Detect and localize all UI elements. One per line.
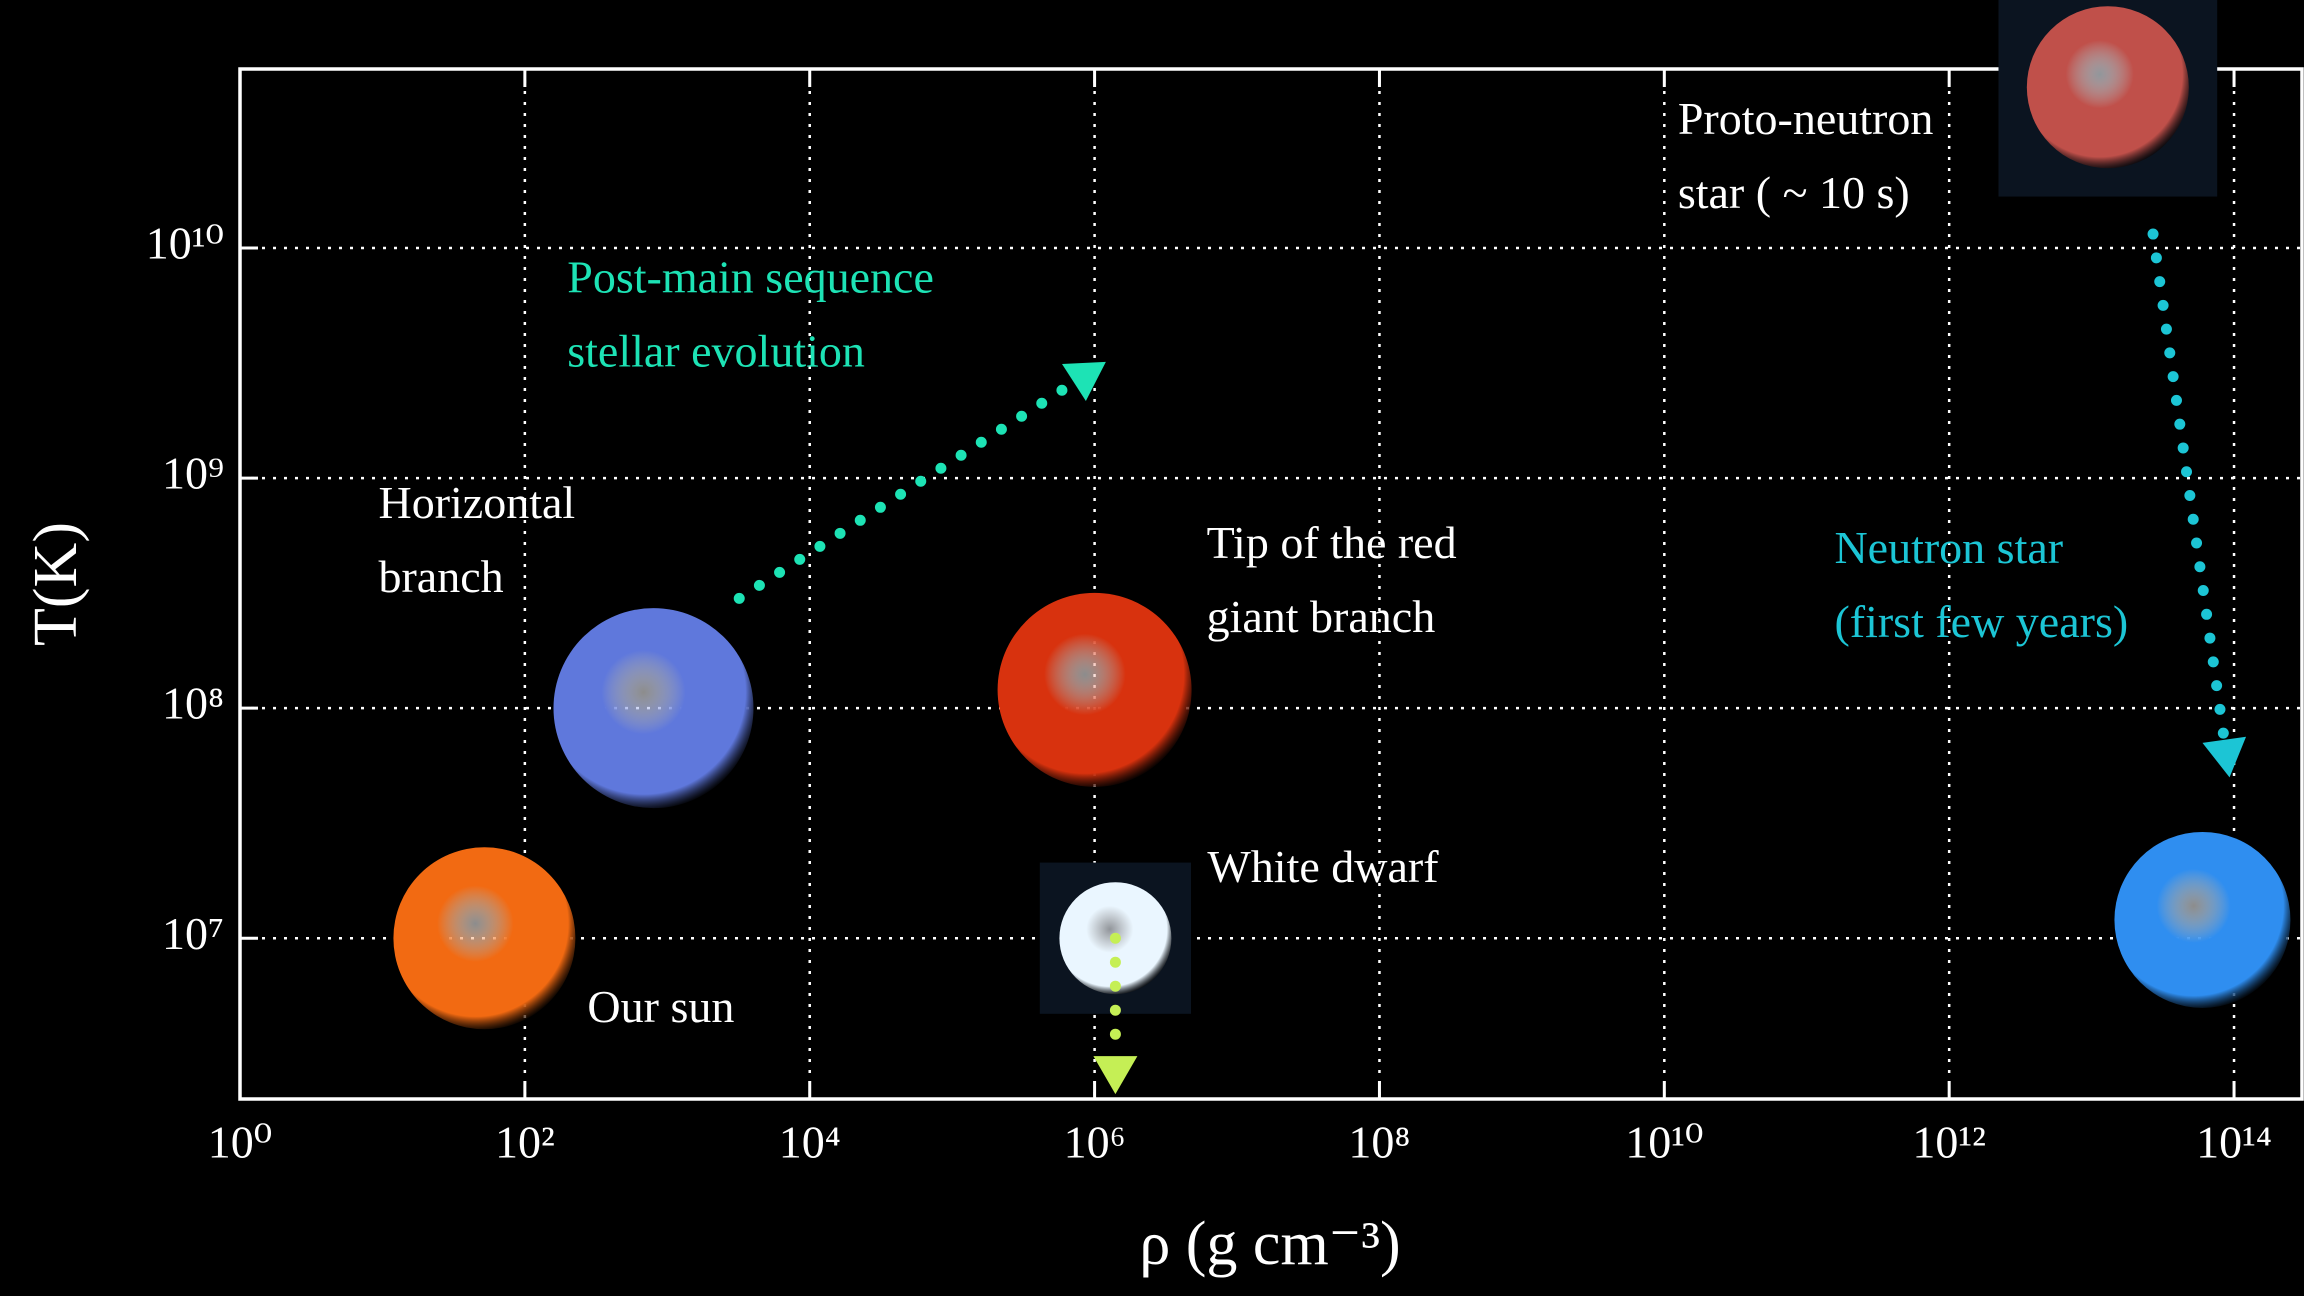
- point-label: White dwarf: [1207, 841, 1439, 892]
- arrow-label: Post-main sequence: [567, 251, 934, 302]
- point-label: star ( ~ 10 s): [1678, 167, 1910, 218]
- point-label: giant branch: [1207, 591, 1436, 642]
- y-tick-label: 10⁹: [162, 448, 224, 499]
- x-tick-label: 10²: [495, 1117, 555, 1168]
- star: [393, 847, 575, 1029]
- point-label: Proto-neutron: [1678, 93, 1934, 144]
- point-label: branch: [378, 551, 503, 602]
- x-tick-label: 10⁰: [208, 1117, 272, 1168]
- point-label: Tip of the red: [1207, 517, 1457, 568]
- arrow-label: stellar evolution: [567, 325, 865, 376]
- x-tick-label: 10⁸: [1348, 1117, 1410, 1168]
- y-axis-label: T(K): [22, 522, 90, 646]
- page: ρ (g cm⁻³) T(K) 10⁰ 10² 10⁴ 10⁶ 10⁸ 10¹⁰ 10¹² 1…: [0, 0, 2304, 1296]
- point-label: Neutron star: [1834, 522, 2063, 573]
- point-label: Horizontal: [378, 477, 575, 528]
- star: [998, 593, 1192, 787]
- x-tick-label: 10¹⁰: [1625, 1117, 1703, 1168]
- x-tick-label: 10⁶: [1064, 1117, 1126, 1168]
- x-tick-label: 10¹⁴: [2196, 1117, 2272, 1168]
- star: [553, 608, 753, 808]
- y-tick-label: 10¹⁰: [146, 218, 224, 269]
- y-tick-label: 10⁸: [162, 678, 224, 729]
- x-tick-label: 10⁴: [779, 1117, 841, 1168]
- y-tick-label: 10⁷: [162, 908, 224, 959]
- point-label: (first few years): [1834, 596, 2128, 647]
- x-tick-label: 10¹²: [1912, 1117, 1986, 1168]
- chart: ρ (g cm⁻³) T(K) 10⁰ 10² 10⁴ 10⁶ 10⁸ 10¹⁰ 10¹² 1…: [0, 0, 2304, 1296]
- star: [2027, 6, 2189, 168]
- x-axis-label: ρ (g cm⁻³): [1139, 1210, 1400, 1278]
- point-label: Our sun: [587, 981, 734, 1032]
- star: [2114, 832, 2290, 1008]
